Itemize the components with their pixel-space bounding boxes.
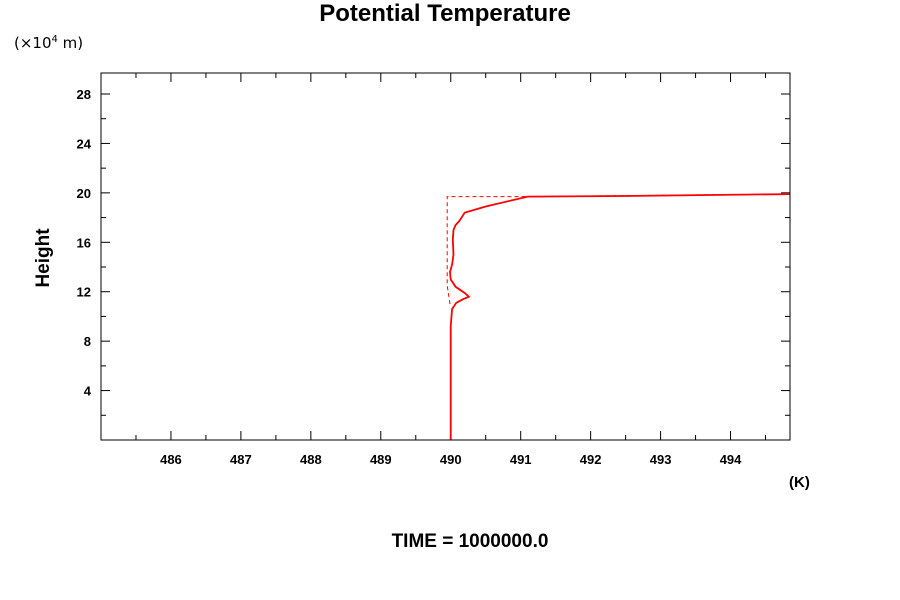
- x-axis-unit: (K): [789, 474, 810, 491]
- x-tick-label: 492: [580, 452, 602, 467]
- y-unit-exponent: 4: [51, 34, 58, 45]
- x-tick-label: 491: [510, 452, 532, 467]
- ticks-group: [100, 73, 790, 440]
- plot-frame: [100, 72, 791, 441]
- y-unit-suffix: m): [57, 34, 84, 52]
- y-tick-label: 8: [84, 334, 91, 349]
- series-line-solid: [449, 193, 791, 440]
- x-tick-label: 486: [160, 452, 182, 467]
- tick-labels-group: 486 487 488 489 490 491 492 493 494 4 8 12 16 20 24 28: [77, 87, 743, 467]
- x-tick-label: 494: [720, 452, 742, 467]
- y-axis-unit: (×104 m): [14, 34, 83, 52]
- y-unit-prefix: (×10: [14, 34, 52, 52]
- y-tick-label: 16: [77, 235, 91, 250]
- y-tick-label: 24: [77, 136, 92, 151]
- y-tick-label: 12: [77, 285, 91, 300]
- x-tick-label: 487: [230, 452, 252, 467]
- y-tick-label: 4: [84, 384, 92, 399]
- x-tick-label: 488: [300, 452, 322, 467]
- chart-title: Potential Temperature: [319, 0, 571, 27]
- y-tick-label: 20: [77, 186, 91, 201]
- series-line-dashed: [446, 193, 791, 305]
- y-tick-label: 28: [77, 87, 91, 102]
- x-tick-label: 493: [650, 452, 672, 467]
- x-tick-label: 489: [370, 452, 392, 467]
- time-label: TIME = 1000000.0: [391, 531, 549, 552]
- x-tick-label: 490: [440, 452, 462, 467]
- series-group: [446, 193, 791, 440]
